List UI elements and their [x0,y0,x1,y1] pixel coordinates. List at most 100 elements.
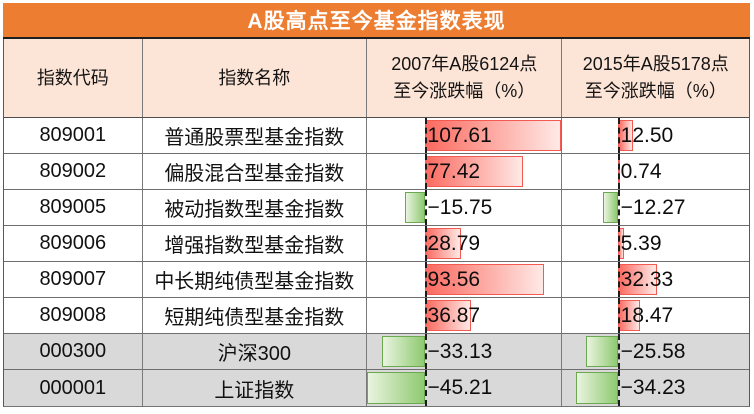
index-code-cell: 000300 [4,334,143,369]
table-row: 000001 上证指数 −45.21 −34.23 [4,370,749,406]
negative-data-bar [367,372,425,404]
index-code-cell: 809006 [4,226,143,261]
index-name: 被动指数型基金指数 [164,199,345,221]
zero-axis-line [617,226,620,261]
header-index-code: 指数代码 [4,39,143,117]
change-since-2007-cell: 36.87 [367,298,563,333]
index-name: 短期纯债型基金指数 [164,307,345,329]
table-body: 809001 普通股票型基金指数 107.61 12.50 809002 偏股混合型基金指… [4,118,749,406]
index-code: 809006 [39,232,107,254]
change-since-2007-cell: 28.79 [367,226,563,261]
header-row: 指数代码 指数名称 2007年A股6124点 至今涨跌幅（%） 2015年A股5… [4,39,749,118]
zero-axis-line [424,334,427,369]
zero-axis-line [424,190,427,225]
index-name: 增强指数型基金指数 [164,235,345,257]
value-label: 18.47 [620,303,674,327]
zero-axis-line [424,118,427,153]
index-code-cell: 000001 [4,370,143,406]
index-name: 沪深300 [217,343,291,365]
value-label: −34.23 [620,376,686,399]
negative-data-bar [404,192,425,223]
index-name-cell: 被动指数型基金指数 [143,190,368,225]
positive-data-bar [424,300,472,331]
value-label: 28.79 [427,231,481,255]
zero-axis-line [424,226,427,261]
index-name: 中长期纯债型基金指数 [154,271,355,293]
positive-data-bar [424,264,544,295]
change-since-2007-cell: 93.56 [367,262,563,297]
value-label: −12.27 [620,195,686,219]
zero-axis-line [617,262,620,297]
positive-data-bar [617,264,658,295]
zero-axis-line [617,298,620,333]
zero-axis-line [424,370,427,406]
zero-axis-line [617,118,620,153]
index-name-cell: 增强指数型基金指数 [143,226,368,261]
index-code: 809002 [39,160,107,182]
value-label: −45.21 [427,376,493,399]
index-code-cell: 809005 [4,190,143,225]
index-name-cell: 上证指数 [143,370,368,406]
table-row: 809008 短期纯债型基金指数 36.87 18.47 [4,298,749,334]
table-title: A股高点至今基金指数表现 [3,3,750,39]
table-row: 809002 偏股混合型基金指数 77.42 0.74 [4,154,749,190]
table-row: 000300 沪深300 −33.13 −25.58 [4,334,749,370]
index-name-cell: 普通股票型基金指数 [143,118,368,153]
header-change-since-2015: 2015年A股5178点 至今涨跌幅（%） [562,39,749,117]
change-since-2015-cell: 5.39 [562,226,749,261]
value-label: 5.39 [620,231,662,255]
zero-axis-line [424,298,427,333]
header-2007-line2: 至今涨跌幅（%） [393,81,536,101]
index-code: 809001 [39,124,107,146]
index-code: 000300 [39,340,107,362]
table-row: 809005 被动指数型基金指数 −15.75 −12.27 [4,190,749,226]
value-label: 107.61 [427,123,492,147]
change-since-2007-cell: −33.13 [367,334,563,369]
change-since-2015-cell: 12.50 [562,118,749,153]
value-label: 0.74 [620,159,662,183]
change-since-2007-cell: −15.75 [367,190,563,225]
index-code-cell: 809002 [4,154,143,189]
value-label: 36.87 [427,303,481,327]
index-name-cell: 短期纯债型基金指数 [143,298,368,333]
negative-data-bar [602,192,618,223]
index-code: 809005 [39,196,107,218]
header-change-since-2007: 2007年A股6124点 至今涨跌幅（%） [367,39,563,117]
change-since-2015-cell: 18.47 [562,298,749,333]
index-code-cell: 809007 [4,262,143,297]
zero-axis-line [617,154,620,189]
zero-axis-line [424,262,427,297]
index-code: 809007 [39,268,107,290]
header-index-name: 指数名称 [143,39,368,117]
index-name: 普通股票型基金指数 [164,127,345,149]
index-name-cell: 偏股混合型基金指数 [143,154,368,189]
index-name-cell: 沪深300 [143,334,368,369]
negative-data-bar [586,336,618,367]
table-row: 809001 普通股票型基金指数 107.61 12.50 [4,118,749,154]
negative-data-bar [575,372,618,404]
table-row: 809006 增强指数型基金指数 28.79 5.39 [4,226,749,262]
change-since-2007-cell: 77.42 [367,154,563,189]
value-label: −25.58 [620,339,686,363]
index-name: 上证指数 [214,379,295,402]
positive-data-bar [424,156,524,187]
value-label: −15.75 [427,195,493,219]
change-since-2015-cell: 32.33 [562,262,749,297]
change-since-2015-cell: −12.27 [562,190,749,225]
index-code: 000001 [39,376,107,399]
change-since-2015-cell: 0.74 [562,154,749,189]
index-name-cell: 中长期纯债型基金指数 [143,262,368,297]
table-row: 809007 中长期纯债型基金指数 93.56 32.33 [4,262,749,298]
positive-data-bar [424,120,562,151]
header-2015-line2: 至今涨跌幅（%） [584,81,727,101]
index-code-cell: 809001 [4,118,143,153]
value-label: 12.50 [620,123,674,147]
index-name: 偏股混合型基金指数 [164,163,345,185]
table-grid: 指数代码 指数名称 2007年A股6124点 至今涨跌幅（%） 2015年A股5… [3,39,750,407]
value-label: 32.33 [620,267,674,291]
change-since-2007-cell: 107.61 [367,118,563,153]
value-label: −33.13 [427,339,493,363]
zero-axis-line [617,190,620,225]
zero-axis-line [424,154,427,189]
change-since-2015-cell: −25.58 [562,334,749,369]
